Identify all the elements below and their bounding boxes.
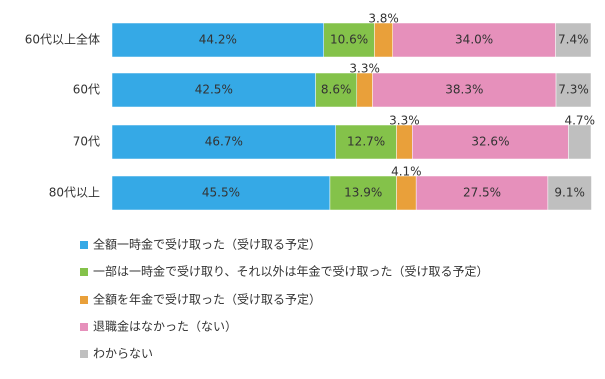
category-label: 70代 [73,135,100,149]
bar-segment [555,22,592,58]
legend-label: わからない [93,347,153,361]
value-label: 38.3% [445,83,483,97]
bar-segment [111,22,324,58]
legend-label: 全額一時金で受け取った（受け取る予定） [93,237,321,252]
value-label: 12.7% [347,135,385,149]
value-label: 34.0% [455,33,493,47]
value-label: 3.3% [349,62,380,76]
bar-segment [356,72,373,108]
value-label: 7.4% [558,33,589,47]
bar-segment [335,124,397,160]
bar-segment [547,175,592,211]
legend-label: 全額を年金で受け取った（受け取る予定） [93,292,321,307]
bar-segment [111,72,316,108]
value-label: 27.5% [463,186,501,200]
value-label: 3.8% [368,12,399,26]
category-label: 80代以上 [49,186,100,200]
bar-segment [111,124,336,160]
value-label: 7.3% [558,83,589,97]
bar-segment [568,124,592,160]
value-label: 44.2% [199,33,237,47]
value-label: 4.7% [564,114,595,128]
value-label: 45.5% [202,186,240,200]
category-label: 60代 [73,83,100,97]
legend-swatch [80,241,88,249]
value-label: 4.1% [391,165,422,179]
legend-label: 一部は一時金で受け取り、それ以外は年金で受け取った（受け取る予定） [93,264,489,279]
bar-segment [415,175,549,211]
bar-segment [396,175,417,211]
bar-segment [372,72,557,108]
bar-segment [412,124,569,160]
bar-segment [555,72,592,108]
bar-segment [315,72,358,108]
value-label: 3.3% [389,114,420,128]
value-label: 46.7% [205,135,243,149]
bar-segment [396,124,413,160]
bar-segment [323,22,375,58]
legend-swatch [80,268,88,276]
legend-swatch [80,350,88,358]
legend-swatch [80,296,88,304]
legend-swatch [80,323,88,331]
legend-label: 退職金はなかった（ない） [93,319,237,334]
bar-segment [374,22,393,58]
category-label: 60代以上全体 [25,32,100,47]
value-label: 8.6% [321,83,352,97]
value-label: 13.9% [344,186,382,200]
value-label: 9.1% [554,186,585,200]
value-label: 32.6% [471,135,509,149]
bar-segment [329,175,397,211]
value-label: 10.6% [330,33,368,47]
value-label: 42.5% [195,83,233,97]
